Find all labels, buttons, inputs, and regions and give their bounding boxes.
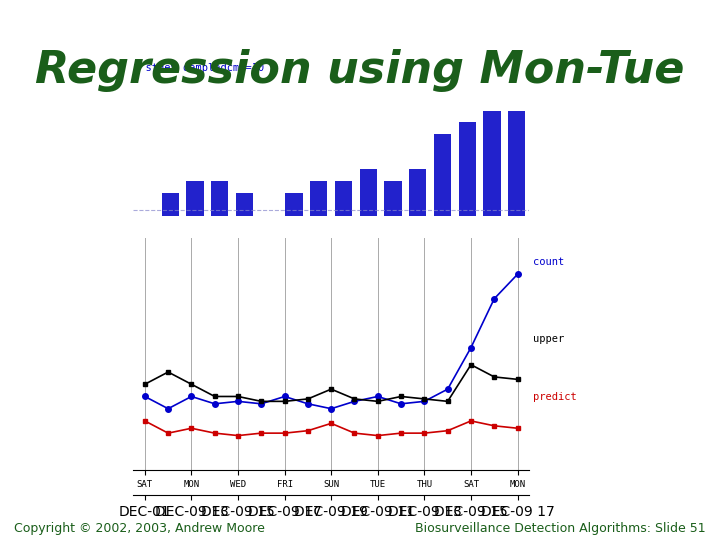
Bar: [508, 111, 526, 216]
Bar: [360, 169, 377, 216]
Bar: [409, 169, 426, 216]
Bar: [211, 181, 228, 216]
Text: Biosurveillance Detection Algorithms: Slide 51: Biosurveillance Detection Algorithms: Sl…: [415, 522, 706, 535]
Text: predict: predict: [534, 392, 577, 402]
Bar: [236, 193, 253, 216]
Bar: [162, 193, 179, 216]
Bar: [483, 111, 500, 216]
Bar: [335, 181, 352, 216]
Text: * stdev dampladcmx=10: * stdev dampladcmx=10: [133, 63, 264, 73]
Text: upper: upper: [534, 334, 564, 344]
Bar: [434, 134, 451, 216]
Text: Regression using Mon-Tue: Regression using Mon-Tue: [35, 49, 685, 92]
Bar: [459, 123, 476, 216]
Bar: [285, 193, 302, 216]
Text: Copyright © 2002, 2003, Andrew Moore: Copyright © 2002, 2003, Andrew Moore: [14, 522, 265, 535]
Text: count: count: [534, 258, 564, 267]
Bar: [384, 181, 402, 216]
Bar: [186, 181, 204, 216]
Bar: [310, 181, 328, 216]
